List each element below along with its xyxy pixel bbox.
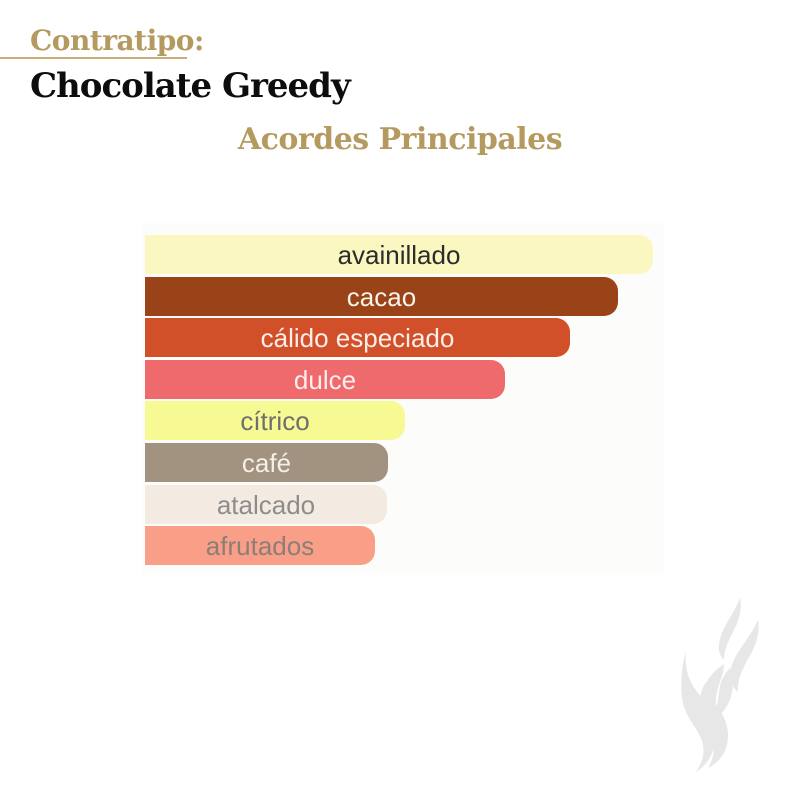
eyebrow-contratipo: Contratipo:: [30, 24, 204, 57]
accord-label: avainillado: [337, 239, 461, 270]
eyebrow-underline: [0, 57, 187, 59]
accord-label: café: [241, 447, 292, 478]
accord-bar-1: avainillado: [145, 235, 653, 274]
accord-label: atalcado: [216, 489, 316, 520]
accord-label: dulce: [293, 364, 357, 395]
accord-bar-4: dulce: [145, 360, 505, 399]
chart-title: Acordes Principales: [237, 122, 563, 157]
accords-bar-chart: avainillado cacao cálido especiado dulce cít…: [145, 235, 665, 569]
accord-bar-7: atalcado: [145, 485, 387, 524]
accord-label: cálido especiado: [260, 322, 455, 353]
page-title: Chocolate Greedy: [30, 66, 351, 106]
accord-bar-2: cacao: [145, 277, 618, 316]
accord-bar-5: cítrico: [145, 401, 405, 440]
accord-bar-3: cálido especiado: [145, 318, 570, 357]
accord-label: cítrico: [240, 405, 310, 436]
accord-label: cacao: [346, 281, 417, 312]
flame-logo-watermark: [681, 598, 759, 772]
accord-bar-8: afrutados: [145, 526, 375, 565]
accord-bar-6: café: [145, 443, 388, 482]
accord-label: afrutados: [205, 530, 315, 561]
